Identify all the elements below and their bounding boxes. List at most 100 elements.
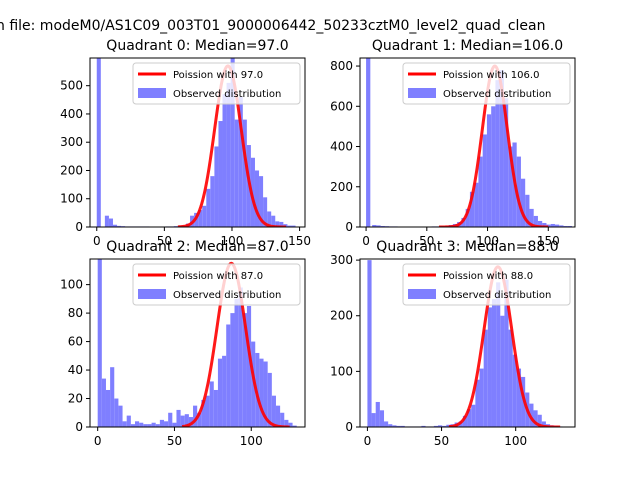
histogram-bars xyxy=(366,58,572,227)
histogram-bar xyxy=(172,422,177,427)
histogram-bar xyxy=(259,176,264,227)
y-tick-label: 400 xyxy=(60,107,83,121)
histogram-bar xyxy=(118,405,123,427)
histogram-bar xyxy=(184,414,189,427)
histogram-bar xyxy=(206,188,211,227)
histogram-bar xyxy=(469,191,475,227)
histogram-bar xyxy=(371,413,376,427)
histogram-bar xyxy=(465,208,470,227)
legend-bar-swatch xyxy=(138,88,166,98)
histogram-bar xyxy=(529,208,534,227)
histogram-bar xyxy=(291,225,296,227)
legend-box xyxy=(402,62,571,105)
y-tick-label: 200 xyxy=(330,180,353,194)
histogram-bar xyxy=(117,225,122,227)
histogram-bar xyxy=(525,194,530,227)
histogram-bar xyxy=(205,395,210,427)
histogram-bar xyxy=(218,121,223,227)
y-tick-label: 200 xyxy=(60,163,83,177)
histogram-bar xyxy=(537,220,543,227)
histogram-bar xyxy=(242,119,247,227)
histogram-bar xyxy=(461,217,466,227)
histogram-bar xyxy=(388,424,393,427)
histogram-bar xyxy=(168,412,173,427)
y-tick-label: 100 xyxy=(60,278,83,292)
histogram-bar xyxy=(250,157,255,227)
y-tick-label: 40 xyxy=(68,363,83,377)
subplot-3: 0 50 100 0 100 200 300 Quadrant 3: Median=88.0 P… xyxy=(330,239,576,448)
histogram-bar xyxy=(213,389,218,427)
histogram-bar xyxy=(533,215,538,227)
histogram-bar xyxy=(263,361,268,427)
legend-box xyxy=(402,263,571,306)
histogram-bar xyxy=(259,358,264,427)
histogram-bar xyxy=(503,98,509,227)
histogram-bar xyxy=(500,315,505,427)
histogram-bar xyxy=(159,419,165,427)
x-tick-label: 0 xyxy=(94,434,102,448)
histogram-bar xyxy=(246,305,252,427)
histogram-bar xyxy=(446,424,451,427)
histogram-bar xyxy=(396,425,401,427)
histogram-bar xyxy=(474,182,479,227)
histogram-bar xyxy=(230,58,235,227)
y-tick-label: 0 xyxy=(345,220,353,234)
histogram-bar xyxy=(487,307,492,427)
histogram-bar xyxy=(230,313,235,427)
histogram-bar xyxy=(367,260,372,427)
legend-label-observed: Observed distribution xyxy=(173,89,281,100)
legend-bar-swatch xyxy=(138,289,166,299)
histogram-bar xyxy=(209,381,214,427)
histogram-bar xyxy=(238,287,243,427)
x-tick-label: 0 xyxy=(364,434,372,448)
histogram-bar xyxy=(366,58,371,227)
histogram-bar xyxy=(284,419,289,427)
legend-label-poisson: Poission with 97.0 xyxy=(173,70,263,81)
histogram-bars xyxy=(97,259,297,427)
x-tick-label: 50 xyxy=(157,234,172,248)
histogram-bars xyxy=(96,58,296,227)
histogram-bar xyxy=(198,210,203,227)
x-tick-label: 0 xyxy=(93,234,101,248)
histogram-bar xyxy=(126,415,131,427)
histogram-bar xyxy=(275,405,281,427)
legend-label-poisson: Poission with 106.0 xyxy=(443,70,539,81)
histogram-bar xyxy=(508,329,513,427)
histogram-bars xyxy=(367,260,563,427)
histogram-bar xyxy=(550,223,555,227)
histogram-bar xyxy=(375,401,380,427)
x-tick-label: 100 xyxy=(240,434,263,448)
histogram-bar xyxy=(546,224,551,227)
legend-box xyxy=(132,263,301,306)
histogram-bar xyxy=(462,415,468,427)
x-tick-label: 100 xyxy=(504,434,527,448)
histogram-bar xyxy=(234,298,239,427)
histogram-bar xyxy=(442,425,447,427)
histogram-bar xyxy=(478,156,483,227)
subplot-title: Quadrant 1: Median=106.0 xyxy=(372,38,563,54)
histogram-bar xyxy=(537,414,542,427)
y-tick-label: 80 xyxy=(68,306,83,320)
y-tick-label: 0 xyxy=(75,420,83,434)
histogram-bar xyxy=(559,225,564,227)
legend-bar-swatch xyxy=(408,289,436,299)
histogram-bar xyxy=(201,399,206,427)
histogram-bar xyxy=(496,282,501,427)
histogram-bar xyxy=(292,425,297,427)
histogram-bar xyxy=(516,156,521,227)
histogram-bar xyxy=(271,395,276,427)
legend-label-poisson: Poission with 87.0 xyxy=(173,271,263,282)
histogram-bar xyxy=(554,224,560,227)
histogram-bar xyxy=(521,376,526,427)
histogram-bar xyxy=(214,146,219,227)
histogram-bar xyxy=(164,421,169,427)
y-tick-label: 800 xyxy=(330,59,353,73)
histogram-bar xyxy=(251,341,256,427)
axes-frame xyxy=(359,258,576,428)
histogram-bar xyxy=(151,422,156,427)
histogram-bar xyxy=(508,146,513,227)
histogram-bar xyxy=(105,389,111,427)
histogram-bar xyxy=(147,424,152,427)
histogram-bar xyxy=(287,225,292,227)
histogram-bar xyxy=(193,405,198,427)
